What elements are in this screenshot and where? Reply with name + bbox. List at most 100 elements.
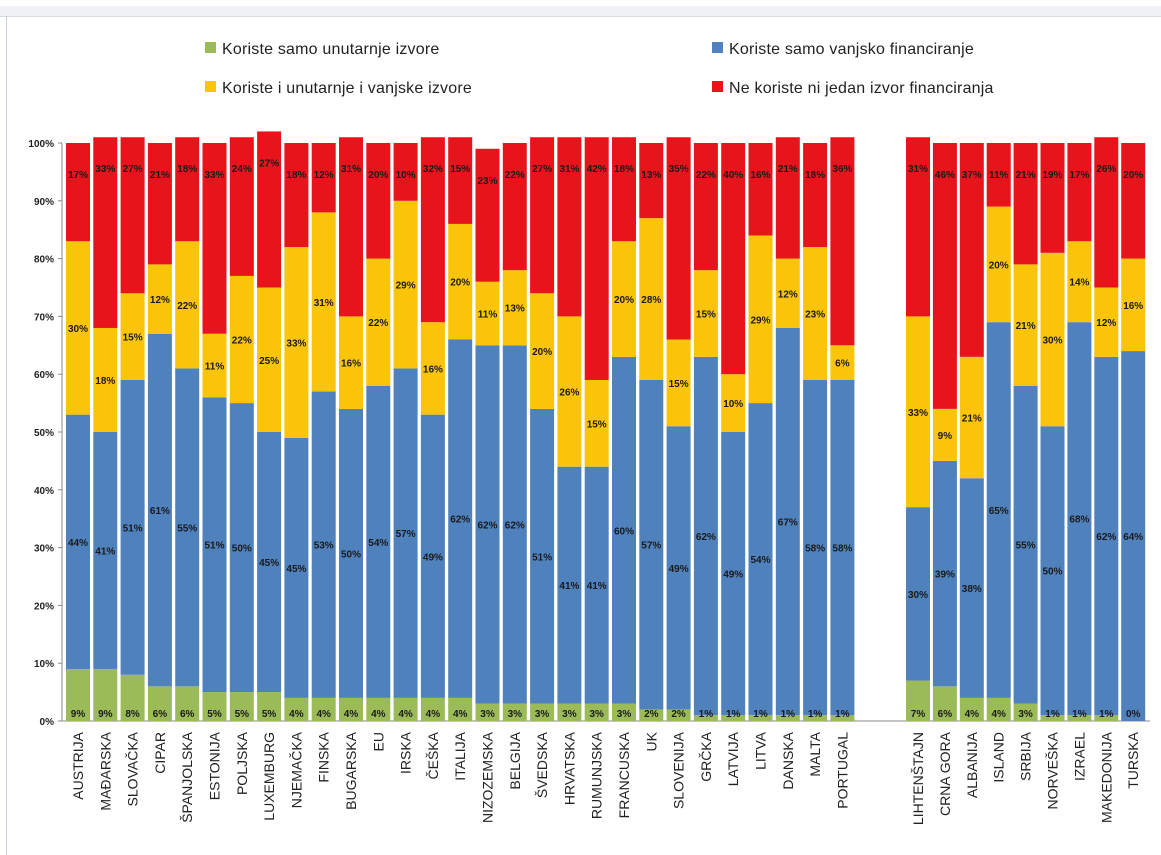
- data-label: 11%: [989, 170, 1009, 181]
- data-label: 50%: [341, 549, 361, 560]
- bar-segment-none: [502, 143, 527, 271]
- data-label: 21%: [778, 164, 798, 175]
- bar-segment-both: [666, 339, 691, 427]
- bar-segment-internal-only: [986, 697, 1011, 721]
- bar-segment-external-only: [257, 432, 282, 693]
- data-label: 4%: [344, 709, 359, 720]
- data-label: 23%: [477, 176, 497, 187]
- bar-stack: 1% 49% 10% 40%: [721, 143, 746, 721]
- data-label: 46%: [935, 170, 955, 181]
- bar-segment-internal-only: [803, 715, 828, 721]
- bar-segment-external-only: [906, 507, 930, 681]
- x-tick-label: ČEŠKA: [425, 731, 441, 779]
- bar-stack: 1% 62% 15% 22%: [693, 143, 718, 721]
- y-tick-label: 60%: [34, 370, 54, 381]
- x-tick-label: FRANCUSKA: [616, 731, 632, 818]
- bar-stack: 6% 39% 9% 46%: [932, 143, 957, 721]
- bar-segment-external-only: [748, 403, 773, 716]
- data-label: 4%: [991, 709, 1006, 720]
- x-tick-label: MALTA: [807, 731, 823, 776]
- bar-segment-internal-only: [420, 697, 445, 721]
- data-label: 45%: [259, 558, 279, 569]
- bar-segment-both: [93, 327, 118, 432]
- bar-stack: 2% 49% 15% 35%: [666, 137, 691, 721]
- data-label: 1%: [808, 709, 823, 720]
- data-label: 62%: [696, 532, 716, 543]
- data-label: 54%: [368, 538, 388, 549]
- bar-segment-none: [120, 137, 145, 294]
- bar-segment-internal-only: [830, 715, 855, 721]
- bar-segment-both: [721, 374, 746, 432]
- data-label: 9%: [938, 431, 953, 442]
- bar-segment-none: [448, 137, 473, 224]
- data-label: 31%: [314, 298, 334, 309]
- bar-segment-both: [229, 275, 254, 404]
- bar-segment-external-only: [666, 426, 691, 710]
- bar-segment-both: [1067, 241, 1092, 323]
- data-label: 62%: [477, 520, 497, 531]
- x-tick-label: POLJSKA: [234, 731, 250, 795]
- data-label: 4%: [371, 709, 386, 720]
- bar-segment-none: [475, 148, 500, 282]
- data-label: 68%: [1069, 515, 1089, 526]
- bar-stack: 5% 45% 25% 27%: [257, 131, 282, 721]
- data-label: 41%: [95, 546, 115, 557]
- bar-segment-both: [557, 316, 582, 467]
- data-label: 10%: [723, 399, 743, 410]
- bar-segment-both: [1094, 287, 1119, 357]
- x-tick-label: MAĐARSKA: [97, 731, 113, 810]
- bar-segment-none: [393, 143, 418, 201]
- x-tick-label: EU: [370, 732, 386, 751]
- data-label: 37%: [962, 170, 982, 181]
- bar-segment-external-only: [830, 379, 855, 716]
- data-label: 19%: [1042, 170, 1062, 181]
- data-label: 12%: [1096, 318, 1116, 329]
- data-label: 36%: [832, 164, 852, 175]
- data-label: 20%: [614, 295, 634, 306]
- bar-segment-none: [311, 143, 336, 213]
- data-label: 16%: [341, 359, 361, 370]
- bar-segment-internal-only: [229, 692, 254, 721]
- y-tick-label: 20%: [34, 601, 54, 612]
- bar-stack: 7% 30% 33% 31%: [906, 137, 930, 721]
- x-tick-label: AUSTRIJA: [70, 731, 86, 799]
- x-tick-label: ITALIJA: [452, 731, 468, 780]
- bar-segment-none: [693, 143, 718, 271]
- bar-stack: 6% 55% 22% 18%: [175, 137, 200, 721]
- bar-segment-external-only: [1121, 351, 1146, 721]
- bar-stack: 1% 50% 30% 19%: [1040, 143, 1065, 721]
- data-label: 13%: [641, 170, 661, 181]
- bar-segment-both: [530, 293, 555, 409]
- bar-segment-internal-only: [639, 709, 664, 721]
- bar-segment-internal-only: [175, 686, 200, 721]
- x-tick-label: PORTUGAL: [834, 732, 850, 809]
- data-label: 29%: [396, 281, 416, 292]
- bar-segment-external-only: [284, 437, 309, 698]
- bar-segment-external-only: [420, 414, 445, 698]
- bar-segment-external-only: [1013, 385, 1038, 704]
- bar-segment-both: [502, 270, 527, 346]
- bar-segment-internal-only: [584, 703, 609, 721]
- data-label: 17%: [1069, 170, 1089, 181]
- data-label: 16%: [423, 364, 443, 375]
- data-label: 50%: [1042, 567, 1062, 578]
- bar-segment-internal-only: [284, 697, 309, 721]
- data-label: 20%: [368, 170, 388, 181]
- data-label: 11%: [205, 362, 225, 373]
- data-label: 14%: [1069, 278, 1089, 289]
- x-tick-label: ŠPANJOLSKA: [179, 731, 195, 822]
- bar-stack: 1% 54% 29% 16%: [748, 143, 773, 721]
- bar-stack: 1% 67% 12% 21%: [775, 137, 800, 721]
- data-label: 15%: [696, 310, 716, 321]
- data-label: 16%: [750, 170, 770, 181]
- bar-segment-both: [66, 241, 90, 415]
- bar-segment-both: [1121, 258, 1146, 352]
- bar-segment-both: [420, 322, 445, 415]
- bar-segment-internal-only: [1013, 703, 1038, 721]
- bar-segment-external-only: [147, 333, 172, 687]
- bar-segment-none: [803, 143, 828, 248]
- bar-segment-none: [257, 131, 282, 288]
- data-label: 61%: [150, 506, 170, 517]
- data-label: 31%: [559, 164, 579, 175]
- data-label: 12%: [778, 289, 798, 300]
